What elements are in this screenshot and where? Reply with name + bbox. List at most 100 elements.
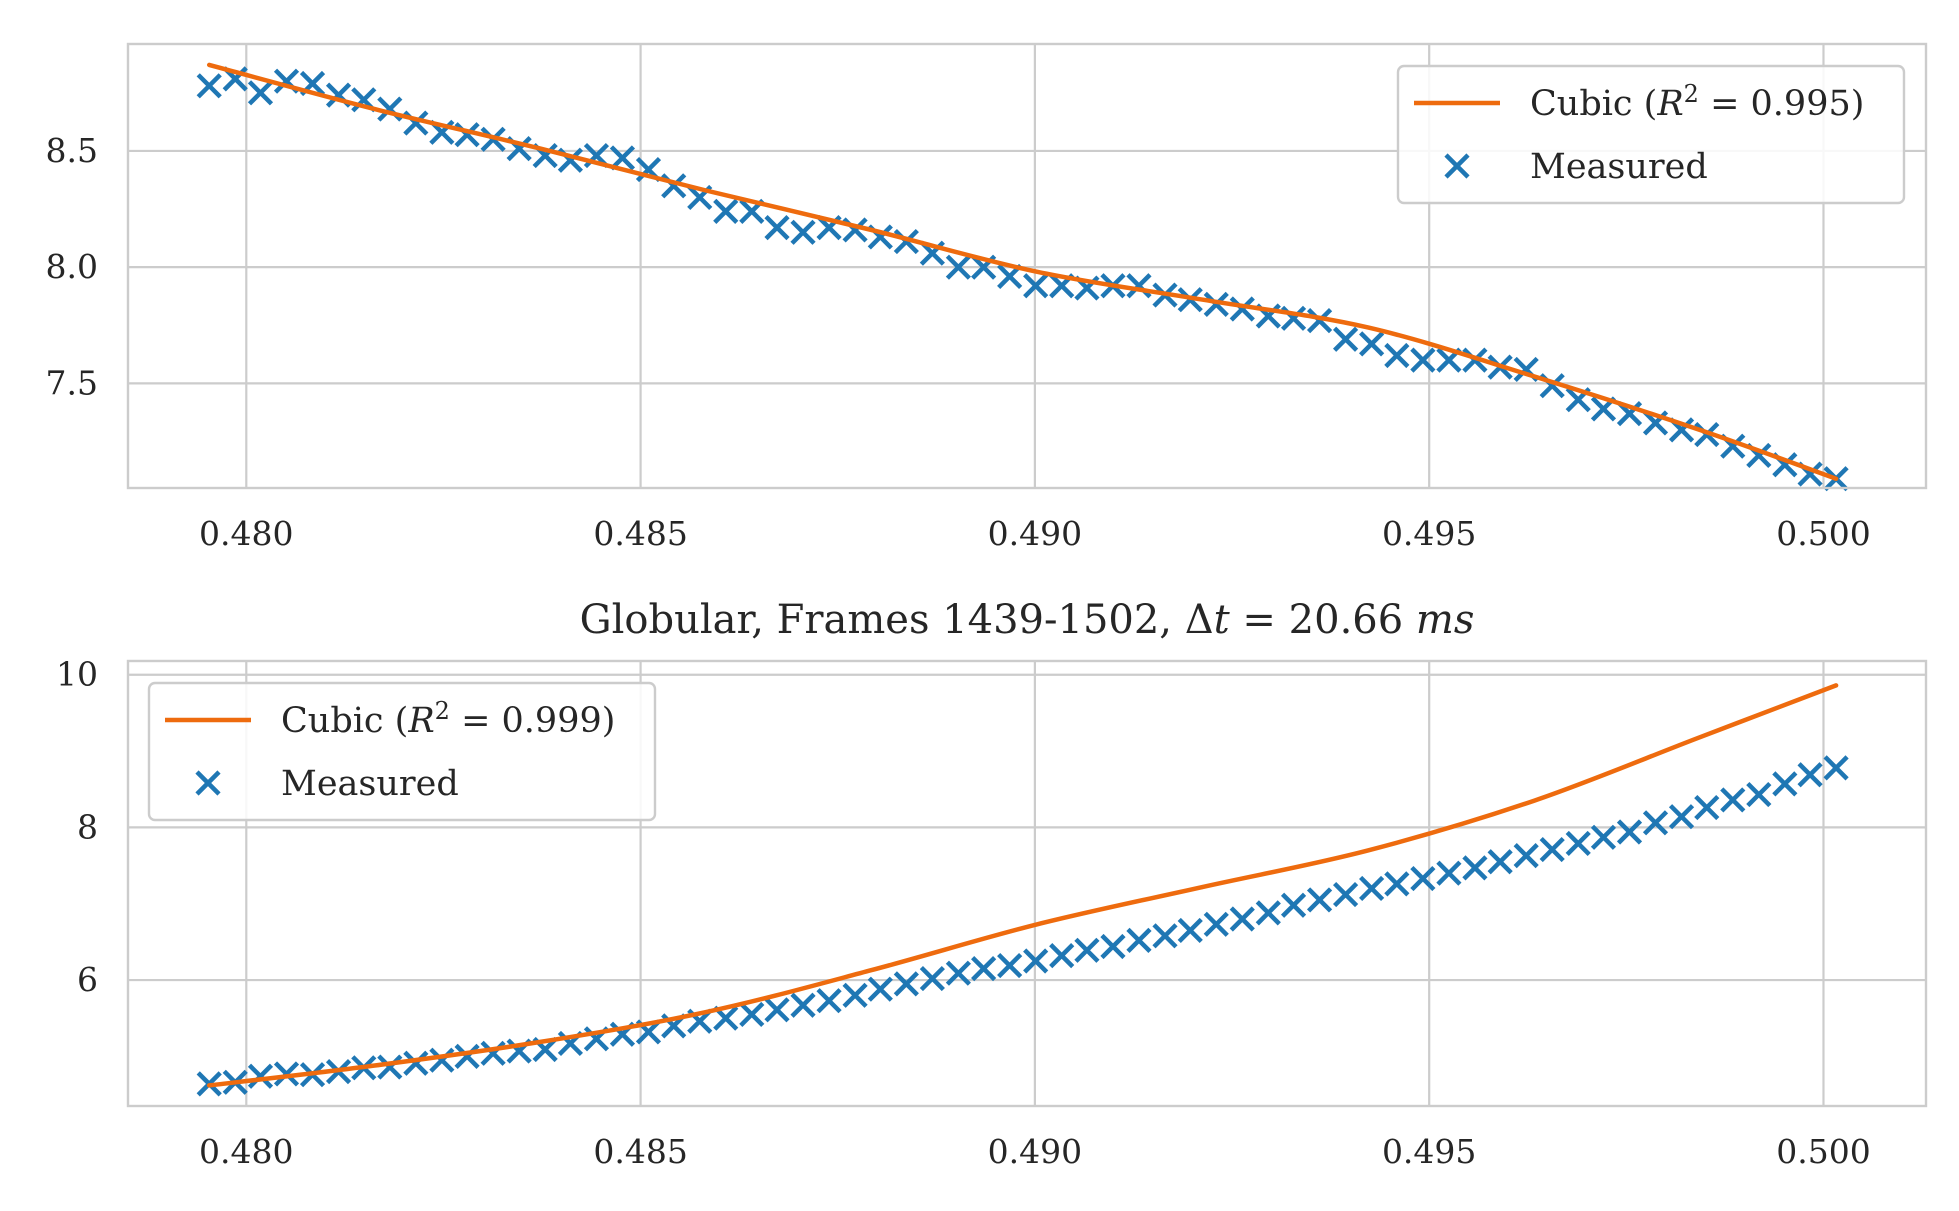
bottom-legend-label-cubic: Cubic (R2 = 0.999) xyxy=(281,697,615,741)
x-tick-label: 0.485 xyxy=(593,1132,687,1171)
top-legend: Cubic (R2 = 0.995) Measured xyxy=(1396,64,1906,205)
measured-point xyxy=(1590,824,1617,850)
bottom-legend-box xyxy=(147,681,657,822)
measured-point xyxy=(1410,347,1436,373)
measured-point xyxy=(971,956,997,982)
measured-point xyxy=(1668,804,1695,830)
top-y-tick-labels: 7.5 8.0 8.5 xyxy=(46,131,98,402)
measured-point xyxy=(1152,923,1178,949)
measured-point xyxy=(1384,342,1410,369)
measured-point xyxy=(1333,881,1359,908)
measured-point xyxy=(1642,810,1669,836)
measured-point xyxy=(1203,291,1229,317)
cubic-fit-line xyxy=(206,62,1839,481)
measured-point xyxy=(1797,762,1823,788)
measured-point xyxy=(919,965,945,992)
measured-point xyxy=(1410,865,1436,892)
x-tick-label: 0.490 xyxy=(988,1132,1082,1171)
bottom-y-tick-labels: 6 8 10 xyxy=(56,655,98,999)
top-axes-frame xyxy=(126,42,1928,490)
measured-series xyxy=(196,755,1849,1097)
measured-point xyxy=(1074,937,1100,963)
bottom-x-tick-labels: 0.480 0.485 0.490 0.495 0.500 xyxy=(199,1132,1871,1171)
measured-point xyxy=(1306,308,1333,334)
y-tick-label: 8.5 xyxy=(46,131,98,170)
x-tick-label: 0.500 xyxy=(1776,1132,1870,1171)
x-tick-label: 0.495 xyxy=(1382,1132,1476,1171)
measured-point xyxy=(1772,771,1798,797)
x-tick-label: 0.485 xyxy=(593,514,687,553)
measured-point xyxy=(1746,781,1772,808)
measured-point xyxy=(1616,819,1643,845)
top-legend-label-measured: Measured xyxy=(1530,147,1708,187)
measured-point xyxy=(1100,933,1126,960)
bottom-panel: Globular, Frames 1439-1502, Δt = 20.66 m… xyxy=(56,597,1928,1171)
top-panel: 0.480 0.485 0.490 0.495 0.500 7.5 8.0 8.5 Cubi… xyxy=(46,42,1928,553)
measured-point xyxy=(1359,875,1385,902)
y-tick-label: 8.0 xyxy=(46,247,98,286)
measured-point xyxy=(377,1054,403,1080)
x-tick-label: 0.500 xyxy=(1776,514,1870,553)
top-legend-box xyxy=(1396,64,1906,205)
measured-point xyxy=(1229,906,1255,932)
x-tick-label: 0.495 xyxy=(1382,514,1476,553)
measured-point xyxy=(1023,948,1049,974)
measured-point xyxy=(1306,887,1333,913)
top-plot-area xyxy=(196,62,1849,492)
y-tick-label: 10 xyxy=(56,655,98,694)
top-legend-marker-swatch xyxy=(1444,153,1470,179)
measured-point xyxy=(739,1001,765,1027)
measured-point xyxy=(247,1063,274,1089)
measured-point xyxy=(1539,836,1565,863)
measured-point xyxy=(1384,871,1410,897)
measured-point xyxy=(1255,900,1281,926)
measured-point xyxy=(273,1061,300,1087)
measured-point xyxy=(867,976,893,1002)
bottom-legend: Cubic (R2 = 0.999) Measured xyxy=(147,681,657,822)
x-tick-label: 0.490 xyxy=(988,514,1082,553)
measured-point xyxy=(764,215,790,241)
measured-point xyxy=(1513,843,1539,869)
measured-point xyxy=(429,1047,455,1073)
y-tick-label: 8 xyxy=(77,807,98,846)
measured-point xyxy=(1049,943,1075,969)
measured-point xyxy=(1177,917,1203,944)
measured-point xyxy=(1359,331,1385,357)
cubic-fit-line xyxy=(206,683,1839,1088)
measured-point xyxy=(816,988,842,1014)
bottom-plot-area xyxy=(196,683,1849,1097)
measured-point xyxy=(842,982,868,1008)
measured-point xyxy=(790,219,816,245)
bottom-axes-frame xyxy=(126,659,1928,1108)
bottom-legend-label-measured: Measured xyxy=(281,764,459,804)
y-tick-label: 6 xyxy=(77,960,98,999)
measured-point xyxy=(945,254,971,280)
top-legend-label-cubic: Cubic (R2 = 0.995) xyxy=(1530,80,1864,124)
legend-measured-marker xyxy=(1444,153,1470,179)
measured-point xyxy=(1720,787,1746,813)
measured-point xyxy=(1126,273,1152,299)
top-x-tick-labels: 0.480 0.485 0.490 0.495 0.500 xyxy=(199,514,1871,553)
measured-point xyxy=(713,198,739,224)
measured-point xyxy=(893,229,919,255)
measured-point xyxy=(1023,273,1049,299)
legend-measured-marker xyxy=(195,770,221,796)
measured-point xyxy=(454,1043,480,1069)
measured-point xyxy=(1203,911,1229,937)
measured-point xyxy=(403,1050,429,1076)
measured-point xyxy=(997,952,1023,979)
measured-point xyxy=(1229,296,1255,322)
bottom-panel-title: Globular, Frames 1439-1502, Δt = 20.66 m… xyxy=(580,597,1475,643)
measured-point xyxy=(1333,326,1359,352)
measured-point xyxy=(480,1040,506,1066)
x-tick-label: 0.480 xyxy=(199,1132,293,1171)
measured-point xyxy=(1565,830,1591,857)
measured-point xyxy=(1436,860,1462,886)
measured-point xyxy=(1694,794,1720,821)
measured-point xyxy=(1823,755,1849,781)
measured-point xyxy=(764,997,790,1023)
measured-point xyxy=(790,992,816,1018)
measured-point xyxy=(945,960,971,986)
measured-point xyxy=(1462,855,1488,881)
